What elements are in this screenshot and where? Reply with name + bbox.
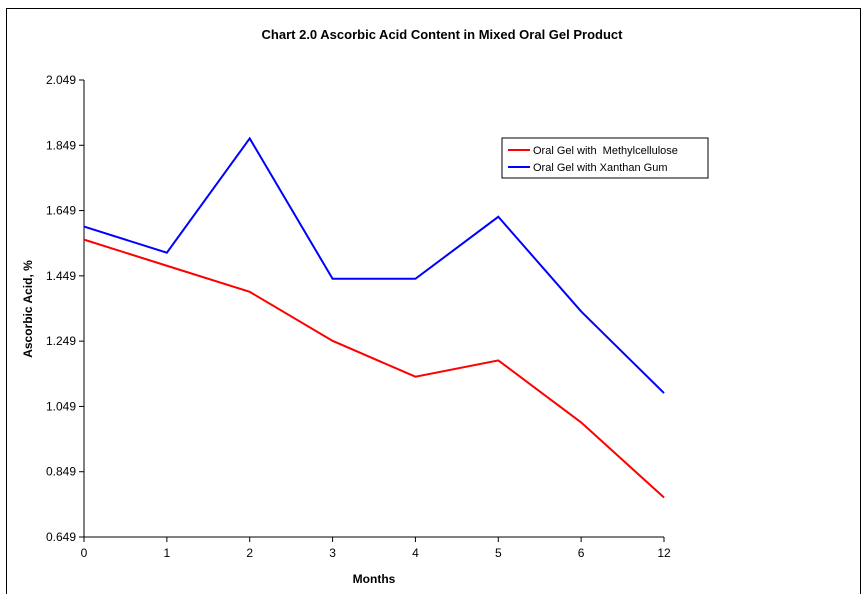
- y-tick-label: 0.849: [46, 465, 76, 479]
- y-tick-label: 1.449: [46, 269, 76, 283]
- x-tick-label: 5: [495, 546, 502, 560]
- series-lines: [83, 136, 665, 499]
- axes: 0.649 0.849 1.049 1.249 1.449 1.649 1.849 2.049…: [46, 73, 671, 560]
- chart-frame: [6, 8, 861, 594]
- legend-label-2: Oral Gel with Xanthan Gum: [533, 162, 668, 174]
- series-line-2: [83, 136, 665, 394]
- x-tick-label: 4: [412, 546, 419, 560]
- legend-label-1: Oral Gel with Methylcellulose: [533, 145, 678, 157]
- series-line-1: [83, 238, 665, 499]
- y-tick-label: 1.649: [46, 204, 76, 218]
- x-tick-label: 1: [164, 546, 171, 560]
- y-tick-label: 1.849: [46, 138, 76, 152]
- x-tick-label: 2: [246, 546, 253, 560]
- x-tick-label: 6: [578, 546, 585, 560]
- y-tick-label: 1.049: [46, 399, 76, 413]
- y-axis-label: Ascorbic Acid, %: [21, 260, 35, 358]
- x-tick-label: 3: [329, 546, 336, 560]
- y-tick-label: 1.249: [46, 334, 76, 348]
- x-tick-label: 12: [657, 546, 671, 560]
- x-axis-label: Months: [353, 572, 396, 586]
- chart-title: Chart 2.0 Ascorbic Acid Content in Mixed…: [262, 27, 624, 42]
- x-tick-label: 0: [81, 546, 88, 560]
- y-tick-label: 0.649: [46, 530, 76, 544]
- legend: Oral Gel with Methylcellulose Oral Gel wi…: [501, 137, 709, 179]
- y-tick-label: 2.049: [46, 73, 76, 87]
- legend-box: [501, 137, 709, 179]
